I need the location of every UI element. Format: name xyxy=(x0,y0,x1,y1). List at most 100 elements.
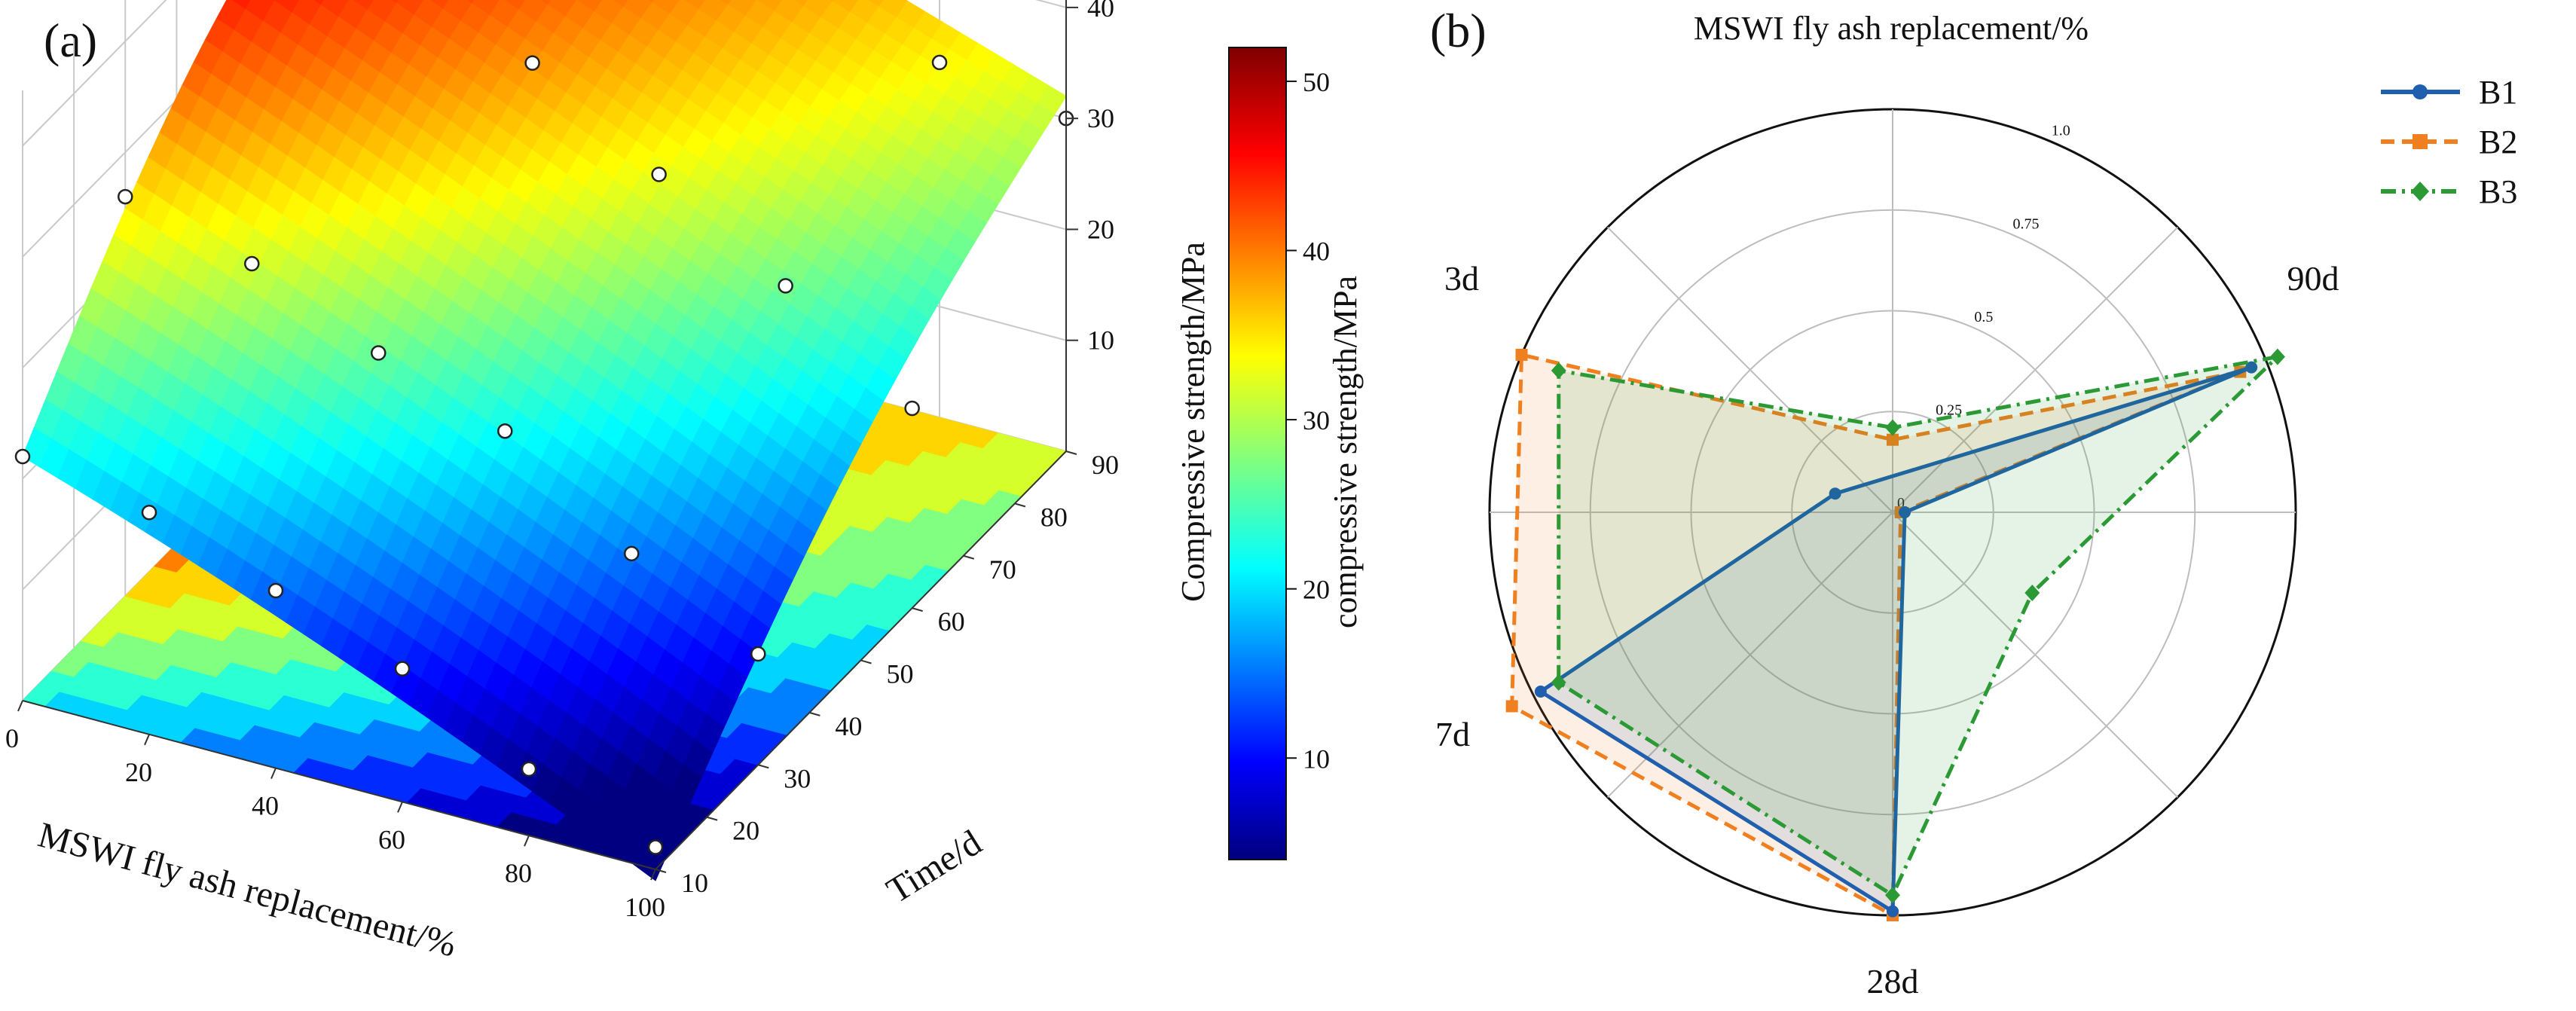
data-point xyxy=(244,255,260,272)
y-tick-label: 90 xyxy=(1092,450,1119,480)
y-tick-label: 40 xyxy=(835,711,862,741)
z-tick-label: 30 xyxy=(1087,103,1114,133)
x-axis xyxy=(22,700,656,870)
x-tick xyxy=(144,734,150,746)
series-b3-polygon xyxy=(1557,355,2280,897)
colorbar-tick-label: 50 xyxy=(1303,67,1330,97)
x-tick-label: 40 xyxy=(252,791,279,821)
radar-series xyxy=(1505,348,2285,921)
panel-b: (b) MSWI fly ash replacement/% 0 0.25 0.5 0… xyxy=(1430,4,2517,1000)
series-b2-marker xyxy=(1505,700,1518,713)
panel-b-label: (b) xyxy=(1430,4,1487,57)
y-axis xyxy=(655,451,1067,870)
z-tick-label: 10 xyxy=(1087,325,1114,356)
x-tick xyxy=(270,768,277,779)
x-tick xyxy=(650,869,656,881)
radar-spoke xyxy=(1606,226,1893,513)
y-tick xyxy=(655,869,667,873)
y-tick xyxy=(1065,451,1077,455)
3d-axes: 0204060801001020304050607080901020304050 xyxy=(5,0,1119,922)
y-tick-label: 20 xyxy=(732,816,759,846)
colorbar-tick-label: 10 xyxy=(1303,744,1330,774)
y-tick-label: 70 xyxy=(989,554,1016,585)
data-point xyxy=(118,188,133,205)
radar-axis-label: 28d xyxy=(1867,962,1919,1000)
response-surface xyxy=(22,0,1067,881)
legend-label: B2 xyxy=(2479,124,2517,160)
series-b1-marker xyxy=(1534,686,1547,698)
data-point xyxy=(394,661,411,677)
radial-tick-label: 0.75 xyxy=(2013,215,2040,232)
x-tick xyxy=(524,835,530,847)
data-point xyxy=(750,646,766,662)
x-tick-label: 100 xyxy=(625,892,665,922)
measured-points xyxy=(14,54,1074,855)
radar-axis-label: 3d xyxy=(1444,259,1479,298)
series-b3-marker xyxy=(1551,362,1566,379)
data-point xyxy=(141,505,157,521)
radial-tick-label: 0 xyxy=(1897,495,1905,512)
data-point xyxy=(647,839,664,855)
legend-label: B3 xyxy=(2479,173,2517,210)
data-point xyxy=(497,423,513,439)
legend-label: B1 xyxy=(2479,74,2517,111)
series-b1-marker xyxy=(1829,487,1841,500)
data-point xyxy=(524,55,540,71)
x-tick xyxy=(397,802,403,813)
colorbar-ticks: 10 20 30 40 50 xyxy=(1286,67,1330,774)
y-tick xyxy=(1014,502,1026,508)
series-b1-marker xyxy=(1887,905,1899,918)
y-tick xyxy=(860,659,872,664)
y-tick xyxy=(963,554,975,560)
y-tick-label: 10 xyxy=(681,868,708,898)
colorbar-tick-label: 30 xyxy=(1303,405,1330,435)
z-tick-label: 40 xyxy=(1087,0,1114,23)
data-point xyxy=(778,278,793,294)
y-tick-label: 50 xyxy=(887,659,914,689)
data-point xyxy=(651,166,667,182)
colorbar-tick-label: 20 xyxy=(1303,575,1330,605)
legend-marker xyxy=(2411,182,2429,201)
radar-axis-labels: 90d 28d 7d 3d xyxy=(1435,259,2339,1000)
series-b1-marker xyxy=(1899,506,1911,518)
x-tick-label: 80 xyxy=(505,858,532,888)
y-axis-label: Time/d xyxy=(880,823,989,912)
radar-spoke xyxy=(1892,512,2179,799)
y-tick xyxy=(706,816,718,821)
radial-tick-label: 0.5 xyxy=(1974,309,1993,325)
y-tick xyxy=(757,764,769,769)
grid-line xyxy=(22,0,167,147)
radar-spoke xyxy=(1606,512,1893,799)
x-tick-label: 20 xyxy=(125,757,152,787)
series-b3-marker xyxy=(1885,887,1900,904)
series-b3-marker xyxy=(1551,673,1566,691)
series-b1-marker xyxy=(2245,361,2258,374)
panel-a: (a) 0 20 40 60 80 100 10 20 30 40 50 60 70 80 90 10 20 30… xyxy=(5,0,1364,965)
radar-spoke xyxy=(1892,226,2179,513)
y-tick-label: 80 xyxy=(1040,502,1068,532)
radar-axis-label: 90d xyxy=(2287,259,2339,298)
z-tick-label: 20 xyxy=(1087,214,1114,244)
legend-marker xyxy=(2413,134,2428,149)
panel-a-label: (a) xyxy=(44,14,97,67)
data-point xyxy=(521,761,537,777)
radial-tick-label: 1.0 xyxy=(2052,123,2070,139)
series-b2-marker xyxy=(1515,348,1528,361)
data-point xyxy=(624,545,640,562)
data-point xyxy=(267,582,284,599)
series-b3-marker xyxy=(2269,348,2285,365)
y-tick-label: 60 xyxy=(938,606,965,637)
series-b3-marker xyxy=(1885,419,1900,436)
legend-marker xyxy=(2413,84,2428,99)
z-axis-label: Compressive strength/MPa xyxy=(1175,242,1212,602)
data-point xyxy=(371,345,387,361)
x-tick xyxy=(17,700,23,712)
series-b2-marker xyxy=(1887,433,1899,446)
radial-tick-label: 0.25 xyxy=(1936,402,1962,418)
y-tick xyxy=(912,607,923,612)
data-point xyxy=(931,54,948,71)
colorbar-tick-label: 40 xyxy=(1303,237,1330,267)
x-tick-label: 60 xyxy=(378,824,405,854)
data-point xyxy=(904,400,920,417)
